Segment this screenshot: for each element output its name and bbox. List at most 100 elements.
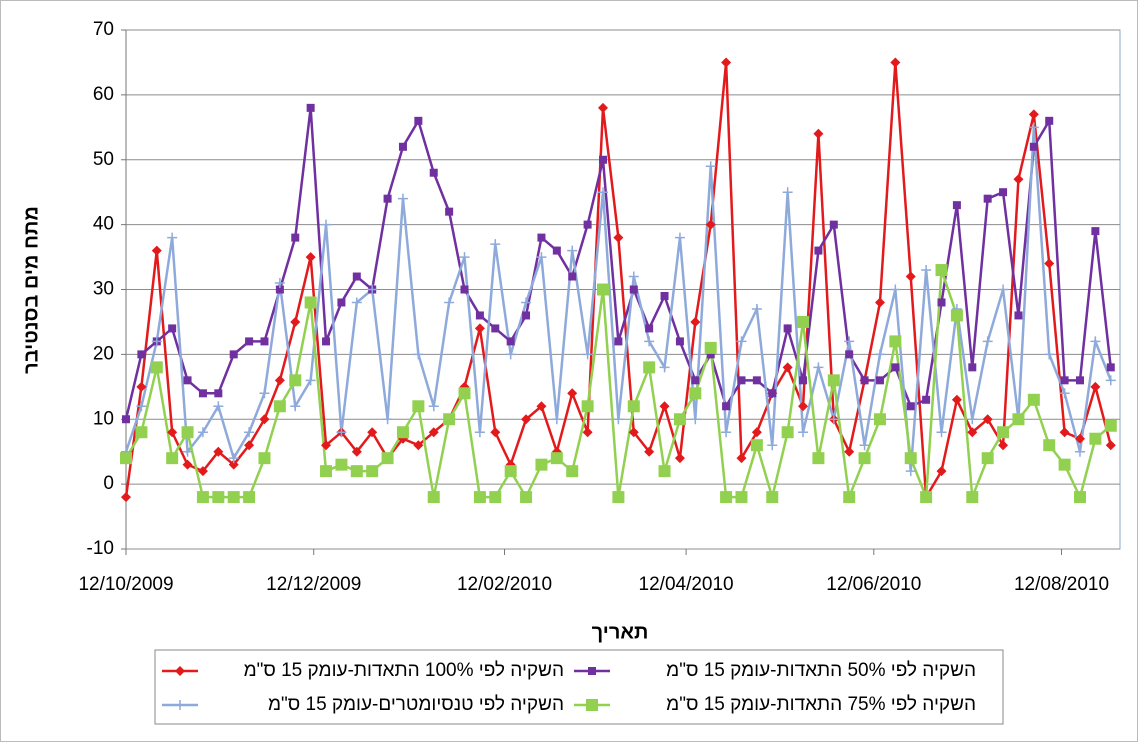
point (489, 491, 502, 504)
point (459, 252, 470, 263)
point (952, 201, 961, 210)
x-tick-label: 12/02/2010 (457, 574, 552, 595)
point (396, 426, 409, 439)
point (690, 316, 701, 327)
point (366, 465, 379, 478)
point (906, 402, 915, 411)
point (582, 349, 593, 360)
point (1059, 388, 1070, 399)
point (1090, 336, 1101, 347)
point (1091, 227, 1100, 236)
point (1089, 432, 1102, 445)
point (352, 272, 361, 281)
point (597, 102, 608, 113)
point (182, 459, 193, 470)
point (228, 459, 239, 470)
point (290, 401, 301, 412)
point (351, 297, 362, 308)
point (175, 666, 185, 676)
point (182, 446, 193, 457)
point (1090, 381, 1101, 392)
point (874, 297, 885, 308)
point (460, 285, 469, 294)
point (291, 233, 300, 242)
point (767, 440, 778, 451)
point (890, 57, 901, 68)
point (413, 440, 424, 451)
point (597, 187, 608, 198)
point (167, 232, 178, 243)
point (214, 389, 223, 398)
point (1028, 122, 1039, 133)
point (691, 376, 700, 385)
point (197, 427, 208, 438)
point (675, 337, 684, 346)
point (213, 446, 224, 457)
point (766, 491, 779, 504)
point (567, 245, 578, 256)
point (321, 440, 332, 451)
point (136, 381, 147, 392)
point (504, 465, 517, 478)
point (552, 246, 561, 255)
point (1029, 142, 1038, 151)
x-tick-label: 12/10/2009 (78, 574, 173, 595)
point (951, 394, 962, 405)
point (260, 337, 269, 346)
point (1059, 427, 1070, 438)
point (367, 427, 378, 438)
point (645, 324, 654, 333)
x-tick-label: 12/04/2010 (639, 574, 734, 595)
point (568, 272, 577, 281)
point (674, 232, 685, 243)
point (721, 57, 732, 68)
point (1044, 349, 1055, 360)
point (598, 155, 607, 164)
point (799, 376, 808, 385)
point (890, 284, 901, 295)
point (874, 349, 885, 360)
point (628, 271, 639, 282)
point (183, 376, 192, 385)
point (122, 415, 130, 424)
point (628, 427, 639, 438)
point (398, 142, 407, 151)
point (213, 401, 224, 412)
point (705, 161, 716, 172)
point (168, 324, 177, 333)
point (522, 311, 531, 320)
point (258, 452, 271, 465)
point (798, 401, 809, 412)
y-tick-label: 60 (93, 84, 114, 105)
point (274, 375, 285, 386)
point (736, 336, 747, 347)
point (382, 414, 393, 425)
legend-label: השקיה לפי 100% התאדות-עומק 15 ס"מ (244, 660, 564, 681)
point (922, 395, 931, 404)
point (445, 207, 454, 216)
point (998, 440, 1009, 451)
point (1058, 458, 1071, 471)
point (520, 491, 533, 504)
legend-label: השקיה לפי טנסיומטרים-עומק 15 ס"מ (268, 694, 564, 715)
point (937, 298, 946, 307)
point (735, 491, 748, 504)
point (475, 311, 484, 320)
point (813, 362, 824, 373)
point (151, 245, 162, 256)
point (290, 316, 301, 327)
point (845, 350, 854, 359)
point (1106, 363, 1115, 372)
legend-label: השקיה לפי 75% התאדות-עומק 15 ס"מ (666, 694, 976, 715)
point (305, 252, 316, 263)
point (627, 400, 640, 413)
point (891, 363, 900, 372)
point (321, 219, 332, 230)
y-tick-label: 0 (103, 473, 114, 494)
point (705, 219, 716, 230)
point (950, 309, 963, 322)
point (351, 446, 362, 457)
point (428, 427, 439, 438)
point (1027, 393, 1040, 406)
